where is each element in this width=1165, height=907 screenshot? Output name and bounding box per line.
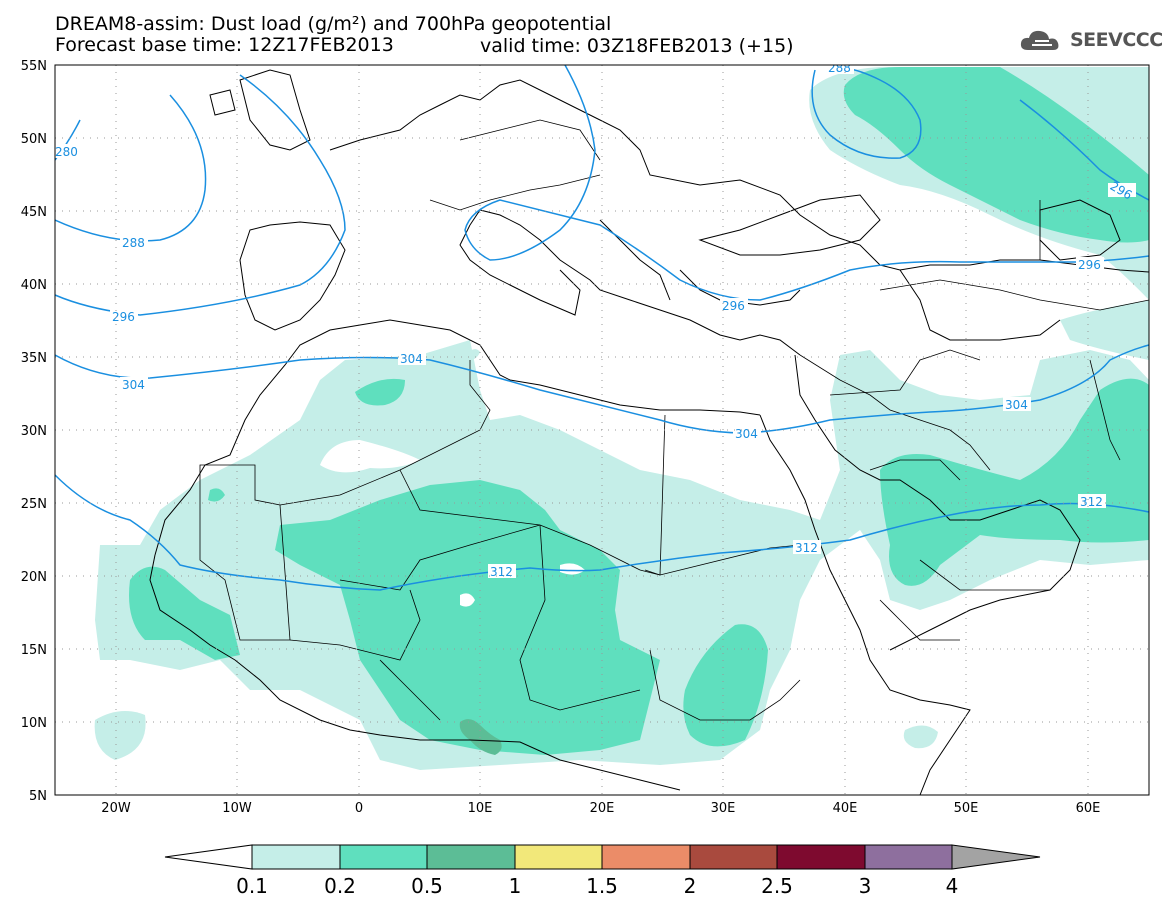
svg-text:2: 2 <box>684 874 697 898</box>
colorbar-bin-1 <box>514 844 603 870</box>
svg-text:10W: 10W <box>222 801 252 816</box>
svg-text:304: 304 <box>400 352 423 366</box>
svg-text:2.5: 2.5 <box>761 874 793 898</box>
svg-text:3: 3 <box>859 874 872 898</box>
colorbar-labels: 0.1 0.2 0.5 1 1.5 2 2.5 3 4 <box>236 874 958 898</box>
svg-text:40E: 40E <box>833 801 858 816</box>
colorbar-bin-0-5 <box>426 844 516 870</box>
colorbar-low-arrow <box>164 844 253 870</box>
svg-text:0.1: 0.1 <box>236 874 268 898</box>
svg-text:30N: 30N <box>21 424 47 439</box>
svg-text:10N: 10N <box>21 716 47 731</box>
svg-text:312: 312 <box>490 565 513 579</box>
forecast-base-time: Forecast base time: 12Z17FEB2013 <box>55 34 394 56</box>
svg-text:1: 1 <box>509 874 522 898</box>
colorbar-high-arrow <box>951 844 1041 870</box>
svg-text:0: 0 <box>355 801 363 816</box>
country-borders <box>199 119 1149 721</box>
map-title: DREAM8-assim: Dust load (g/m²) and 700hP… <box>55 13 612 35</box>
svg-text:20E: 20E <box>590 801 615 816</box>
svg-text:20N: 20N <box>21 570 47 585</box>
svg-text:30E: 30E <box>711 801 736 816</box>
svg-text:312: 312 <box>795 541 818 555</box>
svg-text:5N: 5N <box>29 789 47 804</box>
svg-text:25N: 25N <box>21 497 47 512</box>
svg-text:35N: 35N <box>21 351 47 366</box>
svg-text:0.2: 0.2 <box>324 874 356 898</box>
contour-labels: 280 288 296 304 304 312 288 296 296 296 … <box>55 61 1136 579</box>
svg-text:10E: 10E <box>468 801 493 816</box>
seevccc-logo: SEEVCCC <box>1018 26 1163 54</box>
latitude-labels: 55N 50N 45N 40N 35N 30N 25N 20N 15N 10N … <box>21 59 47 804</box>
svg-text:55N: 55N <box>21 59 47 74</box>
coastlines <box>149 69 1149 795</box>
cloud-icon <box>1020 30 1059 50</box>
svg-text:288: 288 <box>122 236 145 250</box>
svg-text:60E: 60E <box>1076 801 1101 816</box>
longitude-labels: 20W 10W 0 10E 20E 30E 40E 50E 60E <box>101 801 1100 816</box>
svg-text:0.5: 0.5 <box>411 874 443 898</box>
colorbar-bin-2-5 <box>776 844 866 870</box>
svg-text:50E: 50E <box>954 801 979 816</box>
svg-text:312: 312 <box>1080 495 1103 509</box>
dust-level-0-2 <box>129 67 1149 755</box>
graticule <box>55 65 1149 795</box>
svg-text:50N: 50N <box>21 132 47 147</box>
svg-text:288: 288 <box>828 61 851 75</box>
svg-text:296: 296 <box>112 310 135 324</box>
colorbar-bin-3 <box>864 844 953 870</box>
colorbar-bin-0-2 <box>339 844 428 870</box>
colorbar-bin-0-1 <box>251 844 341 870</box>
logo-text: SEEVCCC <box>1070 29 1163 51</box>
svg-text:296: 296 <box>722 299 745 313</box>
svg-text:304: 304 <box>735 427 758 441</box>
svg-text:15N: 15N <box>21 643 47 658</box>
svg-text:296: 296 <box>1078 258 1101 272</box>
svg-text:304: 304 <box>1005 398 1028 412</box>
dust-level-0-5 <box>459 719 502 755</box>
colorbar <box>164 844 1041 870</box>
colorbar-bin-1-5 <box>601 844 691 870</box>
map-frame <box>54 64 1150 796</box>
valid-time: valid time: 03Z18FEB2013 (+15) <box>480 35 794 57</box>
svg-text:45N: 45N <box>21 205 47 220</box>
svg-text:1.5: 1.5 <box>586 874 618 898</box>
svg-text:20W: 20W <box>101 801 131 816</box>
colorbar-bin-2 <box>689 844 778 870</box>
svg-text:40N: 40N <box>21 278 47 293</box>
svg-text:280: 280 <box>55 145 78 159</box>
svg-text:304: 304 <box>122 378 145 392</box>
svg-text:4: 4 <box>946 874 959 898</box>
